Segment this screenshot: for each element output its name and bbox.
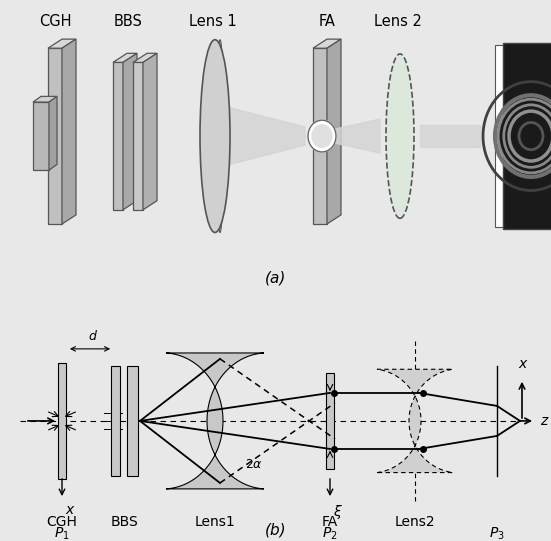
- Polygon shape: [334, 119, 380, 153]
- Polygon shape: [33, 96, 57, 102]
- Bar: [495, 45, 503, 227]
- Text: Lens 2: Lens 2: [374, 14, 422, 29]
- Polygon shape: [327, 39, 341, 224]
- Text: z: z: [540, 414, 547, 428]
- Text: d: d: [88, 330, 96, 343]
- Polygon shape: [33, 102, 49, 170]
- Text: CGH: CGH: [39, 14, 71, 29]
- Text: FA: FA: [318, 14, 336, 29]
- Polygon shape: [113, 54, 137, 62]
- Text: (b): (b): [264, 523, 287, 538]
- Text: Lens2: Lens2: [395, 515, 435, 529]
- Polygon shape: [326, 373, 334, 469]
- Polygon shape: [313, 39, 341, 48]
- Polygon shape: [48, 39, 76, 48]
- Polygon shape: [113, 62, 123, 210]
- Text: (a): (a): [265, 271, 286, 286]
- Polygon shape: [133, 62, 143, 210]
- Polygon shape: [49, 96, 57, 170]
- Text: $\xi$: $\xi$: [333, 503, 343, 521]
- Polygon shape: [123, 54, 137, 210]
- Text: x: x: [65, 503, 73, 517]
- Ellipse shape: [200, 39, 230, 233]
- Text: CGH: CGH: [47, 515, 78, 529]
- Text: $P_3$: $P_3$: [489, 526, 505, 541]
- Polygon shape: [143, 54, 157, 210]
- Circle shape: [312, 125, 332, 147]
- Polygon shape: [166, 353, 264, 489]
- Polygon shape: [313, 48, 327, 224]
- Text: $P_2$: $P_2$: [322, 526, 338, 541]
- Bar: [503, 43, 551, 229]
- Text: BBS: BBS: [114, 14, 143, 29]
- Text: x: x: [518, 357, 526, 371]
- Text: BBS: BBS: [111, 515, 139, 529]
- Polygon shape: [230, 108, 305, 164]
- Text: Lens 1: Lens 1: [189, 14, 237, 29]
- Polygon shape: [48, 48, 62, 224]
- Text: FA: FA: [322, 515, 338, 529]
- Polygon shape: [62, 39, 76, 224]
- Text: Lens1: Lens1: [195, 515, 235, 529]
- Circle shape: [308, 120, 336, 152]
- Text: $P_1$: $P_1$: [54, 526, 70, 541]
- Ellipse shape: [216, 39, 224, 233]
- Polygon shape: [377, 370, 453, 473]
- Polygon shape: [58, 363, 66, 479]
- Polygon shape: [127, 366, 138, 476]
- Polygon shape: [111, 366, 120, 476]
- Polygon shape: [420, 125, 480, 148]
- Polygon shape: [133, 54, 157, 62]
- Ellipse shape: [386, 54, 414, 219]
- Text: $2\alpha$: $2\alpha$: [245, 458, 263, 471]
